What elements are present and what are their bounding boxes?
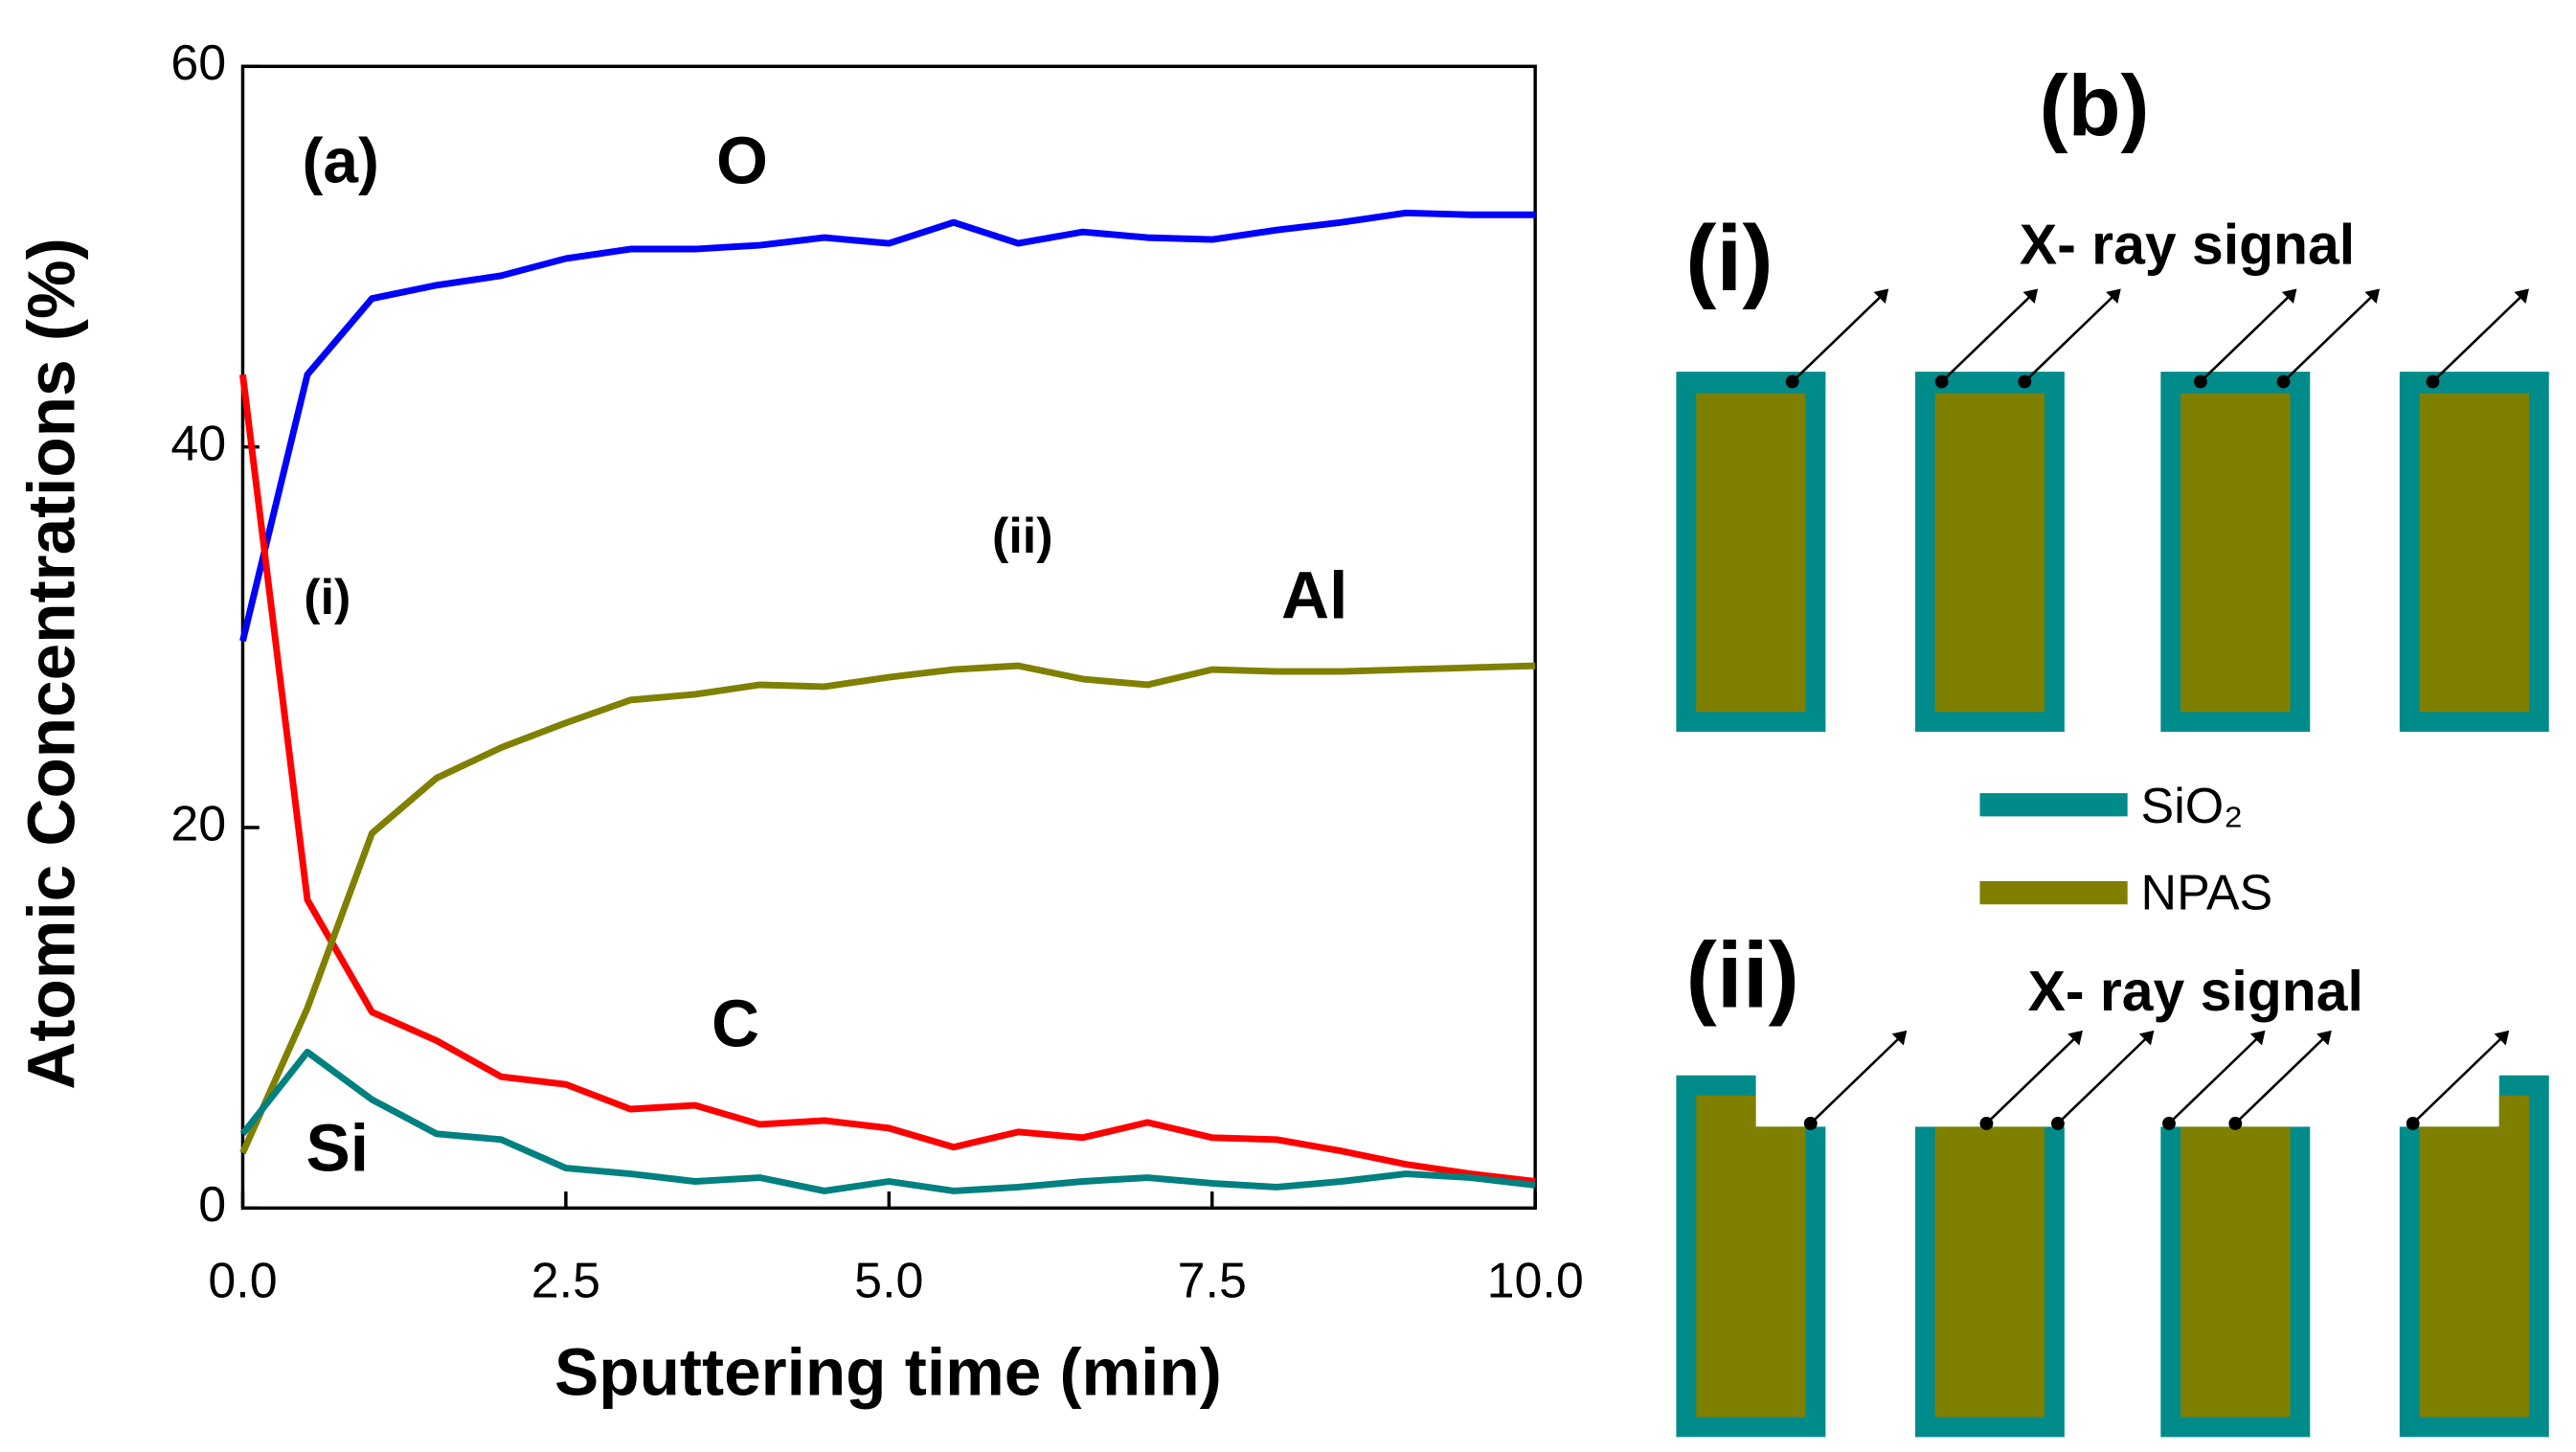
- signal-arrow: [1791, 292, 1885, 383]
- y-axis-title: Atomic Concentrations (%): [14, 238, 89, 1089]
- arrow-head: [2494, 1030, 2510, 1046]
- diagram-title: (b): [2040, 58, 2150, 155]
- panel-label: (i): [1685, 206, 1774, 310]
- series-label: C: [712, 987, 759, 1061]
- x-tick-label: 2.5: [531, 1254, 600, 1309]
- data-line: [239, 209, 1536, 643]
- x-tick-label: 10.0: [1487, 1254, 1584, 1309]
- signal-arrow: [2200, 292, 2294, 383]
- arrow-head: [2138, 1030, 2155, 1046]
- y-tick-label: 0: [198, 1177, 226, 1233]
- npas-core: [2181, 393, 2291, 713]
- data-line: [239, 662, 1536, 1155]
- npas-core: [2419, 393, 2529, 713]
- signal-arrow: [2234, 1034, 2328, 1124]
- panel-label: (ii): [1685, 922, 1799, 1027]
- x-tick-label: 7.5: [1178, 1254, 1247, 1309]
- npas-core: [1696, 393, 1806, 713]
- plot-frame: [240, 64, 1537, 1211]
- arrow-head: [2106, 288, 2121, 305]
- signal-arrow: [2057, 1034, 2151, 1124]
- series-label: Al: [1281, 558, 1347, 633]
- x-tick-label: 5.0: [854, 1254, 923, 1309]
- arrow-head: [2364, 288, 2381, 305]
- structures: [1676, 288, 2549, 1438]
- signal-label: X- ray signal: [2028, 961, 2363, 1023]
- npas-core: [1934, 393, 2045, 713]
- signal-arrow: [1940, 292, 2034, 383]
- x-axis-title: Sputtering time (min): [554, 1334, 1222, 1409]
- signal-arrow: [2431, 292, 2525, 383]
- signal-arrow: [2411, 1034, 2505, 1124]
- arrow-head: [1873, 288, 1889, 305]
- series-label: Si: [305, 1110, 368, 1185]
- y-tick-label: 60: [170, 35, 226, 91]
- annotation: (a): [302, 125, 378, 196]
- signal-arrow: [1809, 1034, 1903, 1124]
- npas-core: [2419, 1095, 2529, 1418]
- y-tick-label: 20: [170, 797, 226, 852]
- signal-label: X- ray signal: [2020, 214, 2355, 276]
- arrow-head: [1891, 1030, 1908, 1046]
- npas-core: [2181, 1126, 2291, 1418]
- legend-label: SiO₂: [2141, 779, 2244, 834]
- arrow-head: [2068, 1030, 2083, 1046]
- arrow-head: [2281, 288, 2297, 305]
- x-tick-label: 0.0: [208, 1254, 277, 1309]
- arrow-head: [2022, 288, 2039, 305]
- signal-arrow: [1985, 1034, 2079, 1124]
- data-line: [239, 374, 1536, 1185]
- arrow-head: [2514, 288, 2529, 305]
- annotation: (ii): [992, 509, 1052, 564]
- signal-arrow: [2168, 1034, 2262, 1124]
- data-line: [239, 1048, 1536, 1194]
- signal-arrow: [2282, 292, 2376, 383]
- legend-label: NPAS: [2141, 865, 2273, 920]
- y-tick-label: 40: [170, 416, 226, 471]
- arrow-head: [2316, 1030, 2332, 1046]
- annotation: (i): [304, 570, 350, 625]
- arrow-head: [2249, 1030, 2266, 1046]
- signal-arrow: [2023, 292, 2117, 383]
- series-label: O: [716, 124, 768, 198]
- npas-core: [1696, 1095, 1806, 1418]
- npas-core: [1934, 1126, 2045, 1418]
